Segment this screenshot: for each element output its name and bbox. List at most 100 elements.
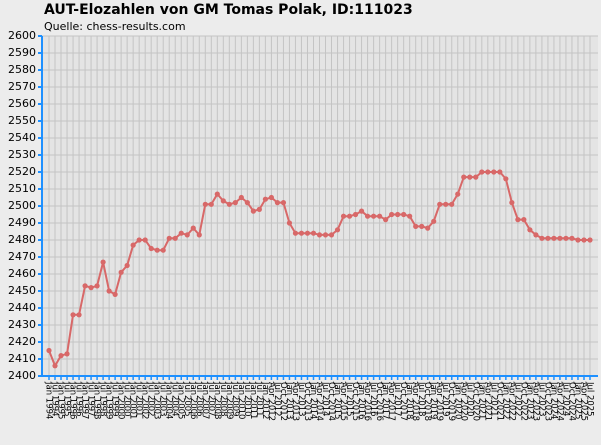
x-tick-label: Jan 1999 <box>104 381 114 419</box>
marker <box>226 201 232 207</box>
marker <box>238 194 244 201</box>
x-tick-label: Jan 1994 <box>44 381 54 419</box>
marker <box>76 312 82 318</box>
x-tick-label: Apr 2020 <box>458 382 468 421</box>
marker <box>142 237 148 243</box>
x-tick-label: Oct 2013 <box>302 382 312 421</box>
marker <box>130 242 136 248</box>
x-tick-label: Jul 2010 <box>242 381 252 417</box>
x-tick-label: Oct 2023 <box>542 382 552 421</box>
marker <box>256 206 262 212</box>
y-tick-label: 2560 <box>8 97 36 110</box>
x-tick-label: Jul 2004 <box>170 381 180 417</box>
y-tick-label: 2430 <box>8 318 36 331</box>
x-tick-label: Oct 2019 <box>446 382 456 421</box>
x-tick-label: Oct 2022 <box>518 382 528 421</box>
marker <box>214 191 220 197</box>
marker <box>148 245 154 252</box>
marker <box>250 208 256 214</box>
y-tick-label: 2530 <box>8 148 36 161</box>
marker <box>485 169 491 175</box>
x-tick-label: Jul 2001 <box>134 381 144 417</box>
marker <box>425 225 431 231</box>
x-tick-label: Jul 2005 <box>182 381 192 417</box>
x-tick-label: Apr 2019 <box>434 382 444 421</box>
marker <box>292 230 299 236</box>
x-tick-label: Oct 2020 <box>470 382 480 421</box>
marker <box>220 198 226 204</box>
x-tick-label: Jul 2017 <box>392 381 402 417</box>
marker <box>58 353 64 359</box>
x-tick-label: Jan 2011 <box>248 381 258 419</box>
marker <box>437 201 443 207</box>
chart-title: AUT-Elozahlen von GM Tomas Polak, ID:111… <box>44 2 413 18</box>
marker <box>202 201 208 207</box>
x-tick-label: Jan 2018 <box>404 381 414 419</box>
marker <box>401 211 407 218</box>
x-tick-label: Jul 2002 <box>146 381 156 417</box>
marker <box>443 201 449 207</box>
x-tick-label: Jan 2016 <box>356 381 366 419</box>
marker <box>88 285 94 291</box>
marker <box>449 201 455 207</box>
marker <box>166 235 172 241</box>
x-tick-label: Apr 2023 <box>530 382 540 421</box>
marker <box>515 217 521 223</box>
x-tick-label: Oct 2012 <box>278 382 288 421</box>
x-tick-label: Jul 2019 <box>440 381 450 417</box>
marker <box>455 191 461 197</box>
marker <box>545 235 551 241</box>
marker <box>208 201 214 207</box>
x-tick-label: Jan 1998 <box>92 381 102 419</box>
x-tick-label: Jul 2015 <box>344 381 354 417</box>
marker <box>196 232 202 238</box>
x-tick-label: Jul 2008 <box>218 381 228 417</box>
x-tick-label: Jul 2023 <box>536 381 546 417</box>
y-tick-label: 2420 <box>8 335 36 348</box>
x-tick-label: Apr 2017 <box>386 382 396 421</box>
x-tick-label: Apr 2014 <box>314 382 324 421</box>
marker <box>160 247 166 253</box>
marker <box>521 217 527 223</box>
x-tick-label: Jan 1996 <box>68 381 78 419</box>
marker <box>473 174 479 180</box>
marker <box>575 237 581 243</box>
x-tick-label: Oct 2015 <box>350 382 360 421</box>
x-tick-label: Oct 2018 <box>422 382 432 421</box>
marker <box>340 213 347 219</box>
marker <box>413 223 419 229</box>
x-tick-label: Jan 2015 <box>332 381 342 419</box>
x-tick-label: Jan 2022 <box>500 381 510 419</box>
marker <box>431 218 437 224</box>
marker <box>328 232 335 238</box>
marker <box>310 230 317 236</box>
marker <box>364 213 371 219</box>
marker <box>461 174 467 180</box>
x-tick-label: Oct 2024 <box>566 382 576 421</box>
marker <box>587 237 593 243</box>
x-tick-label: Apr 2013 <box>290 382 300 421</box>
x-tick-label: Jul 2022 <box>512 381 522 417</box>
y-tick-label: 2470 <box>8 250 36 263</box>
x-tick-label: Jan 2021 <box>476 381 486 419</box>
marker <box>298 230 305 236</box>
x-tick-label: Apr 2024 <box>554 382 564 421</box>
x-tick-label: Jan 1995 <box>56 381 66 419</box>
x-tick-label: Jul 2007 <box>206 381 216 417</box>
x-tick-label: Apr 2018 <box>410 382 420 421</box>
marker <box>100 259 106 265</box>
marker <box>539 235 545 241</box>
marker <box>70 312 76 318</box>
y-tick-label: 2410 <box>8 352 36 365</box>
y-tick-label: 2480 <box>8 233 36 246</box>
marker <box>280 200 287 206</box>
y-tick-label: 2440 <box>8 301 36 314</box>
marker <box>64 351 70 357</box>
x-tick-label: Jan 2000 <box>116 381 126 419</box>
y-tick-label: 2570 <box>8 80 36 93</box>
marker <box>118 269 124 275</box>
x-tick-label: Apr 2012 <box>266 382 276 421</box>
x-tick-label: Jan 2002 <box>140 381 150 419</box>
marker <box>184 232 190 238</box>
marker <box>190 225 196 231</box>
